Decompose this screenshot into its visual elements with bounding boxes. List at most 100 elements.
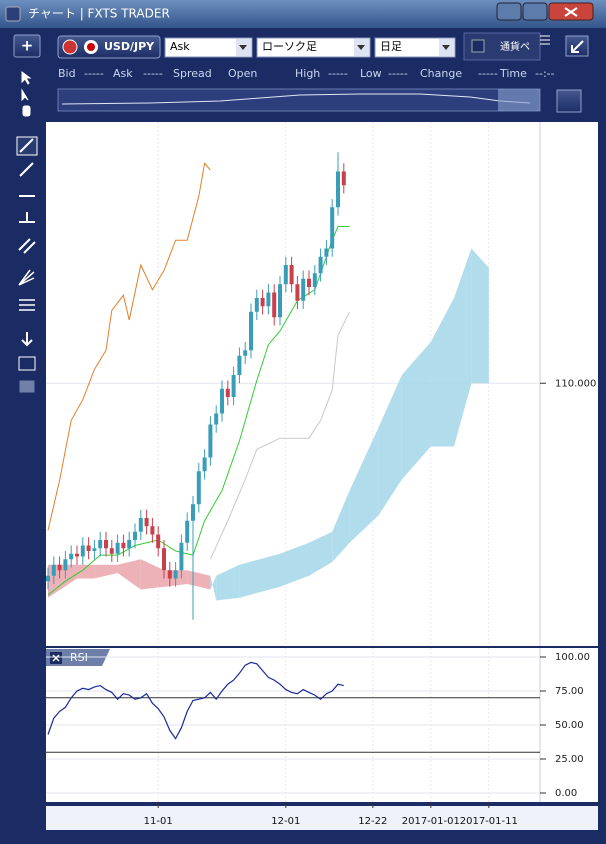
quote-label: -----	[143, 67, 163, 80]
hand-tool[interactable]	[22, 105, 31, 117]
candle-body	[202, 457, 207, 472]
candle-body	[283, 265, 288, 285]
candle-body	[51, 564, 56, 576]
candle-body	[249, 311, 253, 351]
candle-body	[225, 388, 230, 397]
trend-tool[interactable]	[19, 138, 34, 153]
cloud-segment	[332, 490, 350, 562]
indicator-line	[209, 311, 351, 560]
candle-body	[266, 292, 271, 307]
x-tick-label: 2017-01-11	[460, 816, 518, 827]
symbol-button[interactable]	[57, 35, 161, 59]
candle-body	[196, 471, 201, 505]
candle-body	[185, 520, 190, 543]
quote-label: --:--	[535, 67, 555, 80]
candle-body	[260, 298, 265, 307]
quote-label: High	[295, 67, 320, 80]
add-button[interactable]	[13, 34, 41, 58]
grid-layer	[46, 122, 546, 808]
dropdown-arrows	[236, 39, 454, 56]
currency-pair: 通貨ペ	[500, 40, 530, 53]
y-tick-label: 100.00	[555, 652, 590, 663]
period: 日足	[380, 40, 402, 53]
quote-label: -----	[478, 67, 498, 80]
cloud-segment	[471, 248, 489, 384]
currency-pair-checkbox[interactable]	[471, 39, 485, 53]
rsi-line	[47, 661, 344, 740]
quote-label: Time	[499, 67, 527, 80]
cloud-segment	[349, 427, 379, 543]
close-icon	[564, 7, 578, 17]
pointer-tool[interactable]	[21, 71, 32, 85]
candle-body	[301, 278, 306, 301]
candle-body	[46, 575, 50, 582]
indicator-line	[47, 226, 350, 596]
quote-label: -----	[84, 67, 104, 80]
vertical-tool[interactable]	[19, 212, 35, 223]
candle-body	[341, 171, 346, 186]
fan-tool[interactable]	[18, 269, 35, 286]
candle-body	[104, 540, 108, 549]
candle-body	[162, 548, 166, 571]
camera-tool[interactable]	[19, 380, 35, 393]
quote-label: -----	[388, 67, 408, 80]
download-tool[interactable]	[21, 332, 33, 347]
minimize-button[interactable]	[496, 2, 522, 21]
app-icon	[5, 6, 21, 22]
candle-body	[92, 548, 97, 551]
candle-body	[272, 292, 277, 318]
quote-label: -----	[328, 67, 348, 80]
menu-icon[interactable]	[540, 35, 550, 45]
cloud-segment	[280, 542, 309, 587]
add-label: +	[21, 37, 34, 55]
candle-body	[121, 542, 126, 549]
list-tool[interactable]	[18, 356, 36, 371]
candle-body	[231, 375, 236, 397]
cloud-segment	[117, 559, 141, 590]
cloud-segment	[239, 553, 280, 598]
candle-body	[295, 284, 300, 301]
candle-body	[127, 540, 132, 549]
candle-body	[307, 278, 311, 287]
channel-tool[interactable]	[18, 238, 36, 254]
cloud-segment	[94, 564, 118, 579]
line-tool[interactable]	[19, 162, 34, 177]
y-tick-label: 75.00	[555, 686, 584, 697]
crosshair-tool[interactable]	[21, 88, 29, 102]
quote-label: Spread	[173, 67, 212, 80]
overview-line	[61, 93, 531, 105]
overview-strip	[57, 88, 541, 112]
candle-body	[220, 388, 224, 414]
labels-layer: 110.000 11-01 12-01 12-22 2017-01-01 2017-01-…	[144, 378, 597, 827]
period-select[interactable]	[374, 37, 456, 58]
cloud-segment	[378, 375, 402, 516]
candle-body	[75, 553, 79, 557]
quote-label: Bid	[58, 67, 76, 80]
candle-body	[63, 559, 68, 571]
candle-body	[173, 570, 178, 579]
candle-body	[278, 284, 282, 318]
y-tick-label: 25.00	[555, 754, 584, 765]
candle-body	[214, 413, 219, 425]
maximize-button[interactable]	[522, 2, 548, 21]
candle-body	[98, 540, 103, 549]
x-tick-label: 2017-01-01	[402, 816, 460, 827]
dock-icon	[571, 40, 584, 53]
overview-window[interactable]	[498, 89, 540, 111]
candle-body	[312, 273, 317, 287]
scroll-end-button[interactable]	[556, 89, 582, 113]
cloud-segment	[430, 298, 454, 447]
jp-flag-dot	[87, 43, 95, 51]
symbol: USD/JPY	[104, 40, 155, 53]
candle-body	[80, 545, 85, 557]
candle-body	[57, 564, 62, 571]
fib-tool[interactable]	[19, 299, 35, 311]
us-flag	[62, 39, 78, 55]
candle-body	[133, 531, 137, 540]
candle-body	[191, 504, 195, 521]
price-side-select[interactable]	[164, 37, 253, 58]
chart-style-select[interactable]	[256, 37, 371, 58]
quote-bar: Bid ----- Ask ----- Spread Open High ----- Low --…	[58, 67, 555, 80]
